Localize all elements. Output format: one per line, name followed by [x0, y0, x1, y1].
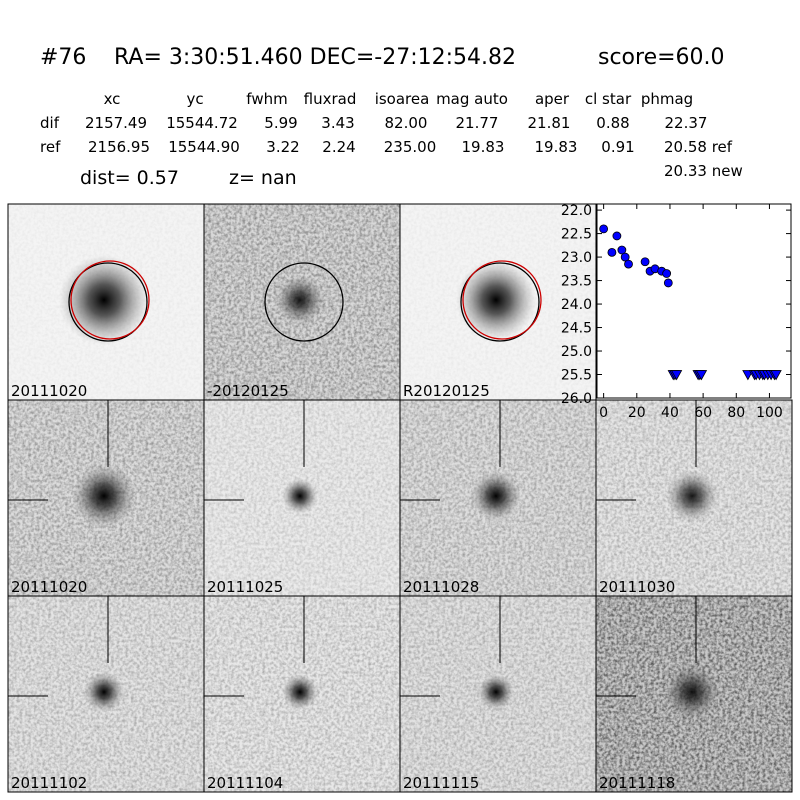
- redshift: z= nan: [229, 167, 297, 189]
- table-cell: 22.37: [665, 114, 708, 132]
- x-tick-label: 0: [599, 405, 608, 421]
- stamp-label: 20111118: [599, 774, 675, 792]
- column-header: fwhm: [246, 90, 287, 108]
- data-point: [663, 278, 673, 288]
- column-header: fluxrad: [304, 90, 357, 108]
- source-blob: [72, 464, 136, 528]
- stamp-label: -20120125: [207, 382, 289, 400]
- aperture-circle: [68, 262, 148, 342]
- score: score=60.0: [598, 45, 725, 70]
- object-id: #76: [40, 45, 86, 70]
- source-blob: [664, 664, 720, 720]
- y-tick-label: 25.0: [561, 344, 592, 360]
- x-tick-label: 40: [661, 405, 679, 421]
- table-cell: 5.99: [264, 114, 297, 132]
- y-tick-label: 23.0: [561, 250, 592, 266]
- source-blob: [666, 470, 718, 522]
- table-cell: 2156.95: [88, 138, 150, 156]
- data-point: [599, 224, 609, 234]
- column-header: mag auto: [436, 90, 508, 108]
- stamp-label: 20111030: [599, 578, 675, 596]
- stamp-label: 20111020: [11, 382, 87, 400]
- x-tick-label: 80: [727, 405, 745, 421]
- aperture-circle: [70, 260, 150, 340]
- source-blob: [84, 672, 124, 712]
- stamp-frame: [595, 595, 793, 793]
- data-point: [662, 269, 672, 278]
- lightcurve-chart: 22.0 22.5 23.0 23.5 24.0 24.5 25.0 25.5 26.0 0 20 4…: [561, 203, 792, 421]
- table-cell: 15544.72: [166, 114, 238, 132]
- y-tick-label: 24.5: [561, 321, 592, 337]
- data-point: [617, 245, 627, 255]
- table-cell: 20.58 ref: [664, 138, 733, 156]
- table-cell: 2.24: [322, 138, 355, 156]
- column-header: phmag: [641, 90, 693, 108]
- data-point: [624, 259, 633, 269]
- table-cell: 0.91: [601, 138, 634, 156]
- x-tick-label: 60: [694, 405, 712, 421]
- data-point: [612, 231, 622, 241]
- table-cell: 21.77: [456, 114, 499, 132]
- stamp-label: 20111102: [11, 774, 87, 792]
- y-tick-label: 25.5: [561, 368, 592, 384]
- aperture-circle: [462, 260, 542, 340]
- stamp-label: 20111104: [207, 774, 283, 792]
- stamp-label: 20111115: [403, 774, 479, 792]
- upper-limit: [695, 370, 708, 381]
- column-header: aper: [535, 90, 570, 108]
- column-header: xc: [104, 90, 121, 108]
- table-cell: 15544.90: [168, 138, 240, 156]
- table-cell: 0.88: [596, 114, 629, 132]
- stamp-label: 20111020: [11, 578, 87, 596]
- y-tick-label: 24.0: [561, 297, 592, 313]
- row-label: ref: [40, 138, 61, 156]
- y-tick-label: 23.5: [561, 274, 592, 290]
- data-point: [640, 257, 650, 267]
- table-cell: 3.43: [321, 114, 354, 132]
- upper-limit: [670, 370, 683, 381]
- stamps: 20111020 -20120125 R20120125 20111020 201110…: [7, 203, 793, 793]
- table-cell: 3.22: [266, 138, 299, 156]
- table-cell: 82.00: [385, 114, 428, 132]
- table-cell: 19.83: [462, 138, 505, 156]
- data-point: [620, 252, 630, 262]
- column-header: isoarea: [375, 90, 430, 108]
- table-cell: 235.00: [384, 138, 437, 156]
- stamp-label: 20111025: [207, 578, 283, 596]
- table-cell: 2157.49: [85, 114, 147, 132]
- aperture-circle: [460, 262, 540, 342]
- x-tick-label: 20: [628, 405, 646, 421]
- coordinates: RA= 3:30:51.460 DEC=-27:12:54.82: [114, 45, 516, 70]
- row-label: dif: [40, 114, 60, 132]
- x-tick-label: 100: [756, 405, 783, 421]
- stamp-label: 20111028: [403, 578, 479, 596]
- source-blob: [471, 471, 521, 521]
- column-header: cl star: [585, 90, 632, 108]
- upper-limit: [770, 370, 782, 381]
- column-header: yc: [186, 90, 203, 108]
- aperture-circle: [264, 262, 344, 342]
- plot-area: [596, 203, 792, 399]
- source-blob: [282, 478, 318, 514]
- y-tick-label: 26.0: [561, 391, 592, 407]
- source-blob: [275, 275, 325, 325]
- y-tick-label: 22.5: [561, 227, 592, 243]
- table-cell: 21.81: [528, 114, 571, 132]
- source-blob: [456, 260, 536, 340]
- phmag-new: 20.33 new: [664, 162, 743, 180]
- stamp-label: R20120125: [403, 382, 490, 400]
- source-blob: [59, 255, 149, 345]
- data-point: [607, 247, 617, 257]
- source-blob: [478, 674, 514, 710]
- source-blob: [282, 674, 318, 710]
- y-tick-label: 22.0: [561, 203, 592, 219]
- table-cell: 19.83: [535, 138, 578, 156]
- distance: dist= 0.57: [80, 167, 179, 189]
